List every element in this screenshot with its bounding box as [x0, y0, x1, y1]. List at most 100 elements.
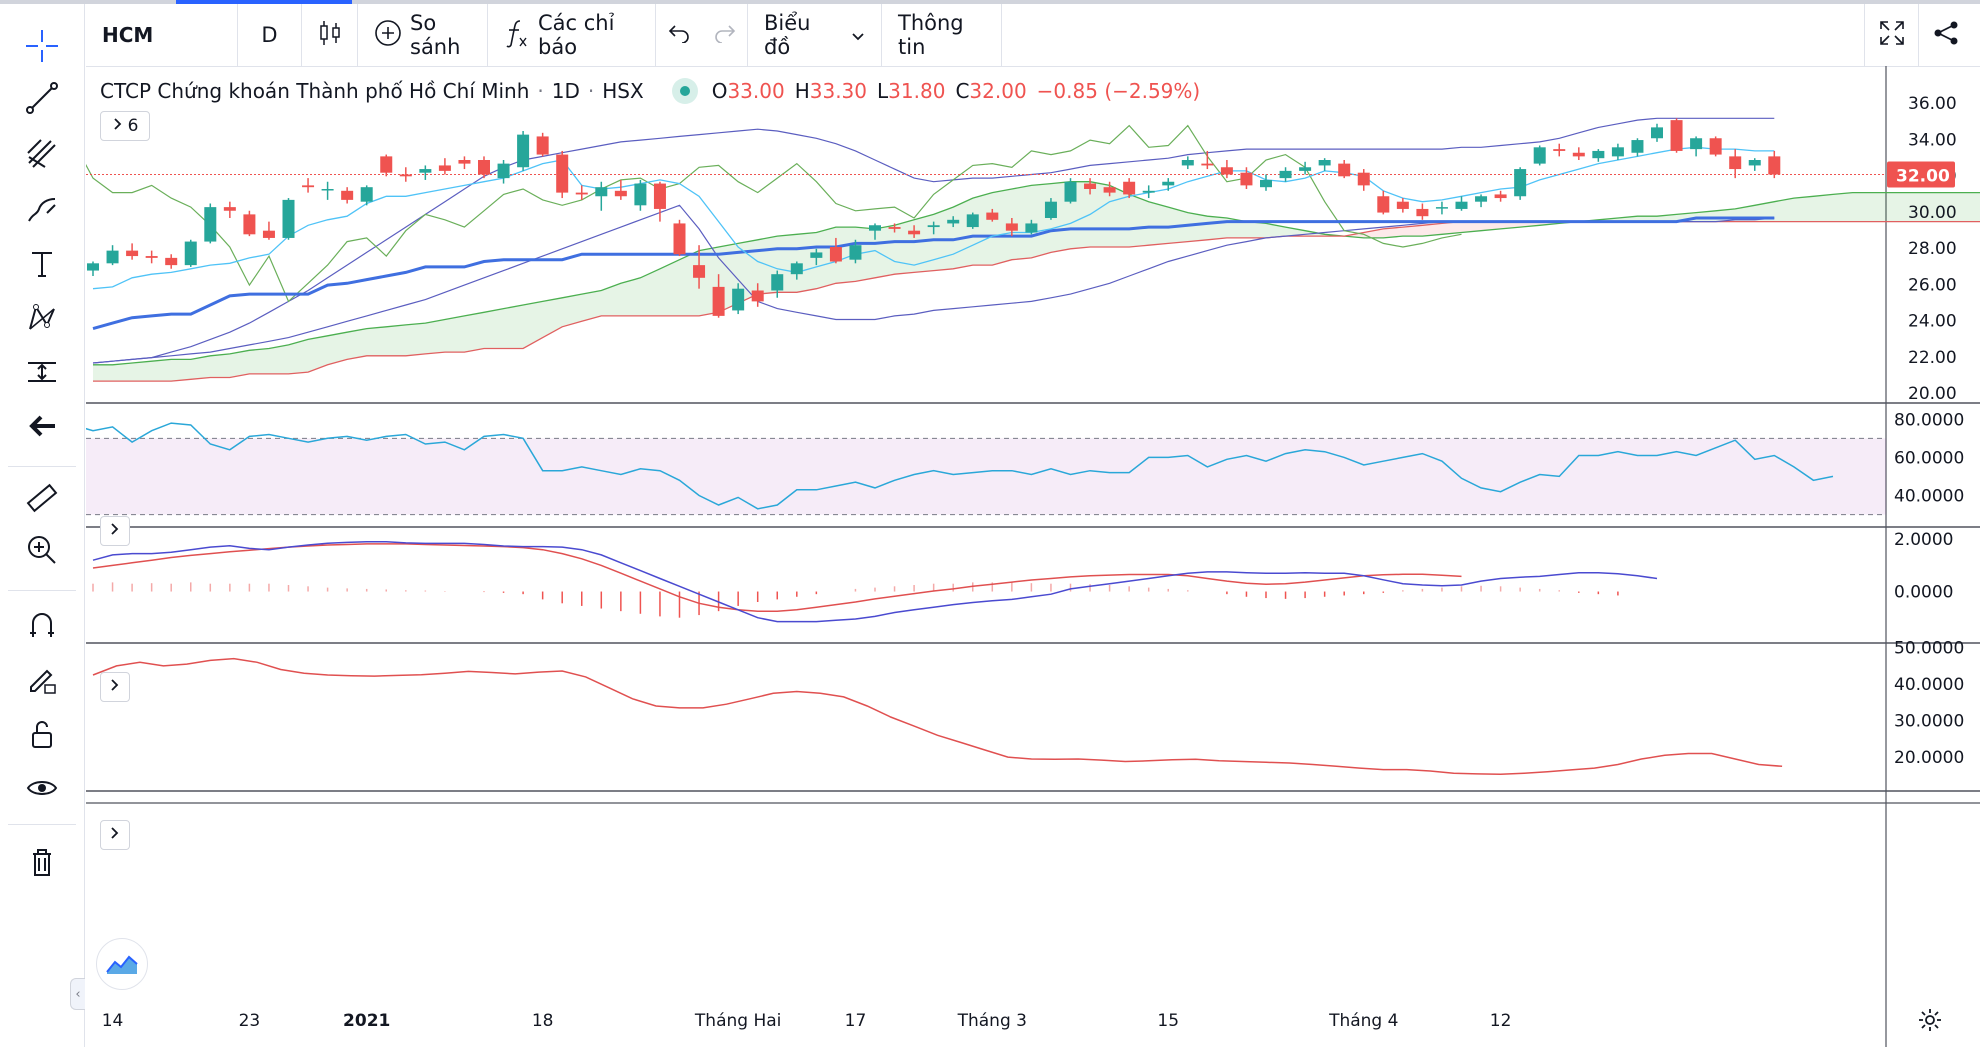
candle-body	[165, 257, 178, 266]
kumo-cloud-segment	[679, 250, 700, 316]
kumo-cloud-segment	[1833, 192, 1853, 222]
kumo-cloud-segment	[190, 355, 211, 380]
adx-line	[92, 657, 1783, 776]
lock-drawing-icon[interactable]	[18, 656, 66, 704]
compare-button[interactable]: So sánh	[358, 4, 488, 66]
legend-separator: ·	[587, 79, 595, 103]
kumo-cloud-segment	[1930, 192, 1951, 222]
time-tick-label: 2021	[343, 1011, 390, 1031]
legend-title: CTCP Chứng khoán Thành phố Hồ Chí Minh	[100, 79, 530, 103]
brush-icon[interactable]	[18, 186, 66, 234]
undo-button[interactable]	[656, 4, 702, 66]
candle-body	[438, 165, 451, 171]
rsi-legend-toggle[interactable]	[100, 516, 130, 546]
kumo-cloud-segment	[1031, 183, 1051, 258]
price-chart[interactable]: 36.00 34.00 32.00 30.00 28.00 26.00 24.00 22.00…	[86, 66, 1980, 1047]
indicators-button[interactable]: Các chỉ báo	[488, 4, 656, 66]
interval-button[interactable]: D	[238, 4, 302, 66]
kumo-cloud-segment	[1363, 228, 1384, 238]
chart-style-button[interactable]	[302, 4, 358, 66]
chart-menu-button[interactable]: Biểu đồ	[748, 4, 882, 66]
candle-body	[1709, 138, 1722, 155]
kumo-cloud-segment	[1090, 181, 1110, 247]
change-value: −0.85 (−2.59%)	[1036, 79, 1201, 103]
redo-button[interactable]	[702, 4, 748, 66]
candle-body	[1025, 223, 1038, 233]
symbol-search[interactable]: HCM	[86, 4, 238, 66]
indicators-toggle[interactable]: 6	[100, 111, 150, 141]
adx-tick-label: 50.0000	[1894, 639, 1964, 659]
kumo-cloud-segment	[738, 239, 758, 304]
candle-body	[829, 247, 842, 262]
kumo-cloud-segment	[405, 323, 426, 356]
kumo-cloud-segment	[464, 312, 484, 353]
candle-body	[1651, 127, 1663, 139]
candle-body	[869, 225, 881, 231]
candle-body	[966, 214, 979, 228]
symbol-label: HCM	[102, 23, 154, 47]
kumo-cloud-segment	[1148, 201, 1169, 246]
candle-body	[1455, 201, 1468, 209]
candle-body	[1494, 194, 1507, 199]
kumo-cloud-segment	[1813, 194, 1833, 222]
kumo-cloud-segment	[1422, 223, 1442, 237]
senkou-span-b-line	[93, 220, 1980, 382]
collapse-toolbar-tab[interactable]: ‹	[70, 978, 85, 1010]
fullscreen-icon	[1878, 19, 1906, 51]
last-price-label: 32.00	[1896, 167, 1950, 187]
eye-icon[interactable]	[18, 764, 66, 812]
measure-range-icon[interactable]	[18, 348, 66, 396]
share-button[interactable]	[1918, 4, 1973, 66]
legend-separator: ·	[537, 79, 544, 103]
kumo-cloud-segment	[914, 214, 934, 273]
candle-body	[1181, 160, 1194, 166]
candle-body	[1729, 156, 1742, 170]
fullscreen-button[interactable]	[1864, 4, 1919, 66]
price-tick-label: 34.00	[1908, 130, 1957, 150]
macd-legend-toggle[interactable]	[100, 672, 130, 702]
kumo-cloud-segment	[444, 315, 465, 353]
pattern-tool-icon[interactable]	[18, 294, 66, 342]
close-label: C	[955, 79, 970, 103]
rsi-line	[86, 422, 1834, 510]
candle-body	[87, 263, 99, 271]
candle-body	[1416, 208, 1429, 217]
kumo-cloud-segment	[796, 232, 817, 293]
kumo-cloud-segment	[875, 225, 895, 278]
toolbar-separator	[8, 590, 76, 591]
rsi-tick-label: 60.0000	[1894, 448, 1964, 468]
candle-body	[1592, 150, 1605, 159]
kumo-cloud-segment	[112, 363, 133, 382]
back-arrow-icon[interactable]	[18, 402, 66, 450]
candle-body	[693, 265, 706, 278]
candle-body	[1299, 167, 1312, 171]
kumo-cloud-segment	[1774, 198, 1794, 222]
magnet-icon[interactable]	[18, 602, 66, 650]
pitchfork-icon[interactable]	[18, 130, 66, 178]
adx-legend-toggle[interactable]	[100, 820, 130, 850]
price-tick-label: 30.00	[1908, 203, 1957, 223]
lagging-span-line	[86, 124, 1462, 303]
tradingview-logo[interactable]	[96, 938, 148, 990]
candle-body	[321, 189, 334, 191]
settings-gear-icon[interactable]	[1914, 1004, 1946, 1036]
adx-tick-label: 20.0000	[1894, 748, 1964, 768]
info-button[interactable]: Thông tin	[882, 4, 1002, 66]
zoom-in-icon[interactable]	[18, 526, 66, 574]
unlock-icon[interactable]	[18, 710, 66, 758]
candle-body	[302, 185, 315, 188]
trash-icon[interactable]	[18, 838, 66, 886]
crosshair-icon[interactable]	[18, 22, 66, 70]
candle-body	[184, 241, 197, 266]
candle-body	[927, 225, 940, 228]
trend-line-icon[interactable]	[18, 74, 66, 122]
time-tick-label: Tháng 3	[957, 1011, 1027, 1031]
close-value: 32.00	[969, 79, 1027, 103]
ruler-icon[interactable]	[18, 474, 66, 522]
candle-body	[1748, 160, 1761, 166]
text-tool-icon[interactable]	[18, 240, 66, 288]
kumo-cloud-segment	[816, 227, 836, 289]
function-icon	[504, 18, 530, 53]
candle-body	[106, 250, 119, 264]
kumo-cloud-segment	[229, 350, 250, 378]
